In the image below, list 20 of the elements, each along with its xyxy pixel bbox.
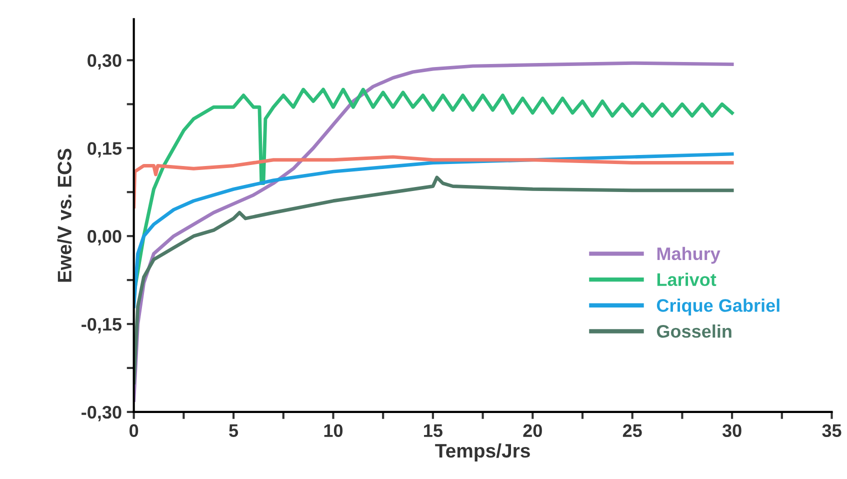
legend-label: Crique Gabriel — [656, 298, 780, 316]
line-series — [134, 155, 734, 208]
x-tick-label: 30 — [722, 424, 742, 438]
legend-label: Gosselin — [656, 324, 732, 338]
y-tick-label: -0,15 — [82, 318, 122, 334]
y-tick-label: 0,15 — [88, 142, 122, 158]
y-tick-label: 0,30 — [88, 54, 122, 70]
y-axis-title: Ewe/V vs. ECS — [57, 148, 72, 282]
x-axis-title: Temps/Jrs — [435, 443, 530, 462]
x-tick-label: 15 — [424, 424, 442, 438]
x-tick-label: 20 — [523, 424, 542, 438]
x-tick-label: 10 — [324, 424, 343, 438]
legend-label: Mahury — [657, 246, 720, 264]
y-tick-label: -0,30 — [82, 406, 122, 422]
x-tick-label: 25 — [622, 424, 642, 438]
y-tick-label: 0,00 — [88, 230, 122, 246]
x-tick-label: 0 — [130, 424, 138, 438]
x-tick-label: 35 — [822, 424, 842, 438]
x-tick-label: 5 — [229, 424, 238, 438]
legend-label: Larivot — [657, 272, 716, 286]
